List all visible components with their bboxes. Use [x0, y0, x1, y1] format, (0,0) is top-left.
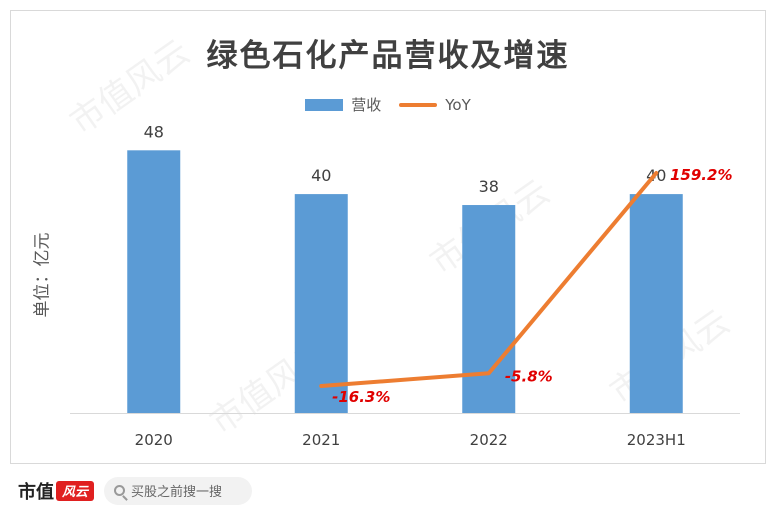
yoy-data-label: -16.3%: [332, 388, 390, 406]
search-placeholder: 买股之前搜一搜: [131, 485, 223, 500]
legend-swatch-line: [399, 102, 438, 107]
legend-label-yoy: YoY: [445, 95, 471, 114]
bar: [127, 150, 181, 414]
footer: 市值 风云 买股之前搜一搜: [0, 466, 776, 515]
legend-label-revenue: 营收: [351, 96, 382, 114]
search-icon: [114, 485, 125, 496]
bar: [629, 194, 683, 413]
legend-item-yoy: YoY: [399, 96, 471, 114]
bar-data-label: 38: [479, 177, 499, 196]
legend: 营收 YoY: [0, 94, 776, 115]
legend-item-revenue: 营收: [305, 94, 381, 115]
logo-text: 市值: [18, 481, 54, 503]
legend-swatch-bar: [305, 98, 344, 111]
search-box[interactable]: 买股之前搜一搜: [104, 476, 252, 505]
x-tick-label: 2020: [135, 431, 173, 449]
bar-data-label: 40: [311, 166, 331, 185]
x-tick-label: 2021: [302, 431, 340, 449]
yoy-line: [319, 171, 659, 388]
bar: [462, 205, 516, 413]
yoy-data-label: -5.8%: [505, 367, 553, 385]
brand-logo: 市值 风云: [18, 478, 94, 504]
yoy-data-label: 159.2%: [670, 166, 732, 184]
logo-mark: 风云: [56, 480, 94, 501]
bar: [294, 194, 348, 413]
chart-title: 绿色石化产品营收及增速: [206, 38, 570, 74]
x-tick-label: 2023H1: [627, 431, 686, 449]
x-tick-label: 2022: [470, 431, 508, 449]
bar-data-label: 48: [144, 122, 164, 141]
